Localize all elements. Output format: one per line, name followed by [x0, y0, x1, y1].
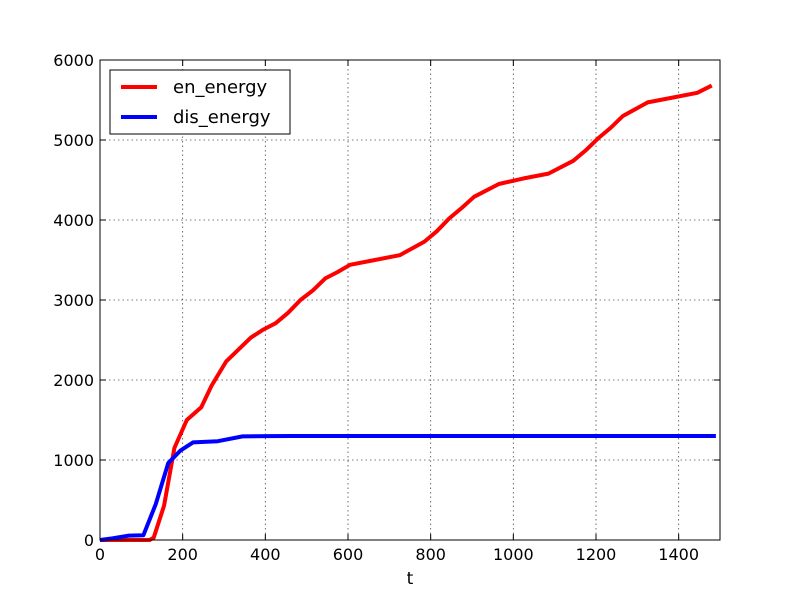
- axis-ticks: [99, 59, 720, 541]
- y-tick-label: 3000: [53, 291, 94, 310]
- y-tick-label: 6000: [53, 51, 94, 70]
- axis-tick-labels: 0 200 400 600 800 1000 1200 1400 0 1000 2000 3000 40…: [53, 51, 699, 564]
- y-tick-label: 2000: [53, 371, 94, 390]
- x-tick-label: 1400: [658, 545, 699, 564]
- x-tick-label: 400: [250, 545, 281, 564]
- x-tick-label: 200: [167, 545, 198, 564]
- x-tick-label: 800: [415, 545, 446, 564]
- x-tick-label: 1200: [576, 545, 617, 564]
- y-tick-label: 5000: [53, 131, 94, 150]
- y-tick-label: 4000: [53, 211, 94, 230]
- x-tick-label: 1000: [493, 545, 534, 564]
- y-tick-label: 0: [84, 531, 94, 550]
- series-line-en-energy: [100, 83, 713, 542]
- legend-label-dis-energy: dis_energy: [173, 107, 271, 128]
- x-tick-label: 600: [333, 545, 364, 564]
- series-line-dis-energy: [99, 434, 716, 542]
- legend-box: [109, 69, 291, 135]
- legend: en_energy dis_energy: [109, 69, 291, 135]
- y-tick-label: 1000: [53, 451, 94, 470]
- legend-label-en-energy: en_energy: [173, 77, 268, 98]
- x-axis-label: t: [407, 569, 414, 589]
- series-lines: [99, 83, 716, 542]
- x-tick-label: 0: [95, 545, 105, 564]
